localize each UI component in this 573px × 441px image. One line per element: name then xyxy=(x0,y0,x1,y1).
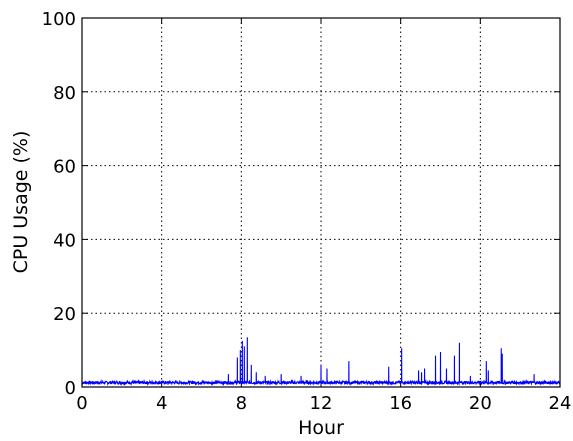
x-tick-label: 4 xyxy=(156,393,167,414)
y-tick-label: 60 xyxy=(53,157,76,178)
x-tick-label: 0 xyxy=(76,393,87,414)
x-axis-label: Hour xyxy=(298,417,344,439)
y-axis-label: CPU Usage (%) xyxy=(10,131,32,274)
y-tick-labels: 0 20 40 60 80 100 xyxy=(42,9,76,399)
y-tick-label: 40 xyxy=(53,230,76,251)
y-tick-label: 100 xyxy=(42,9,76,30)
plot-frame xyxy=(81,17,561,388)
y-tick-label: 20 xyxy=(53,304,76,325)
y-tick-label: 80 xyxy=(53,83,76,104)
x-tick-label: 16 xyxy=(389,393,412,414)
x-tick-label: 8 xyxy=(236,393,247,414)
y-tick-label: 0 xyxy=(65,378,76,399)
x-tick-label: 12 xyxy=(310,393,333,414)
x-tick-label: 24 xyxy=(549,393,572,414)
x-tick-label: 20 xyxy=(469,393,492,414)
x-tick-labels: 0 4 8 12 16 20 24 xyxy=(76,393,571,414)
cpu-usage-line xyxy=(81,337,561,387)
grid-lines xyxy=(82,18,560,387)
